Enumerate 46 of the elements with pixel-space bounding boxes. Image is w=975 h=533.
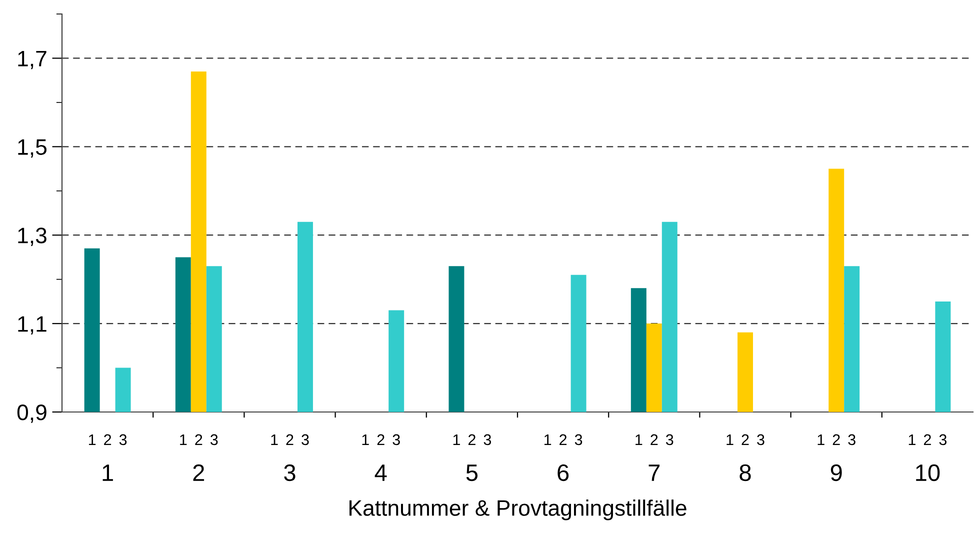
category-label: 2 <box>560 434 567 445</box>
category-label: 3 <box>848 434 856 446</box>
category-label: 3 <box>939 434 947 446</box>
x-tick-label: 6 <box>558 464 569 482</box>
category-label: 3 <box>392 434 400 446</box>
category-label: 1 <box>726 434 734 445</box>
category-label: 2 <box>468 434 476 445</box>
x-tick-label: 8 <box>740 464 751 482</box>
x-tick-label: 3 <box>284 464 296 482</box>
category-label: 3 <box>574 434 582 446</box>
category-label: 2 <box>924 434 931 445</box>
x-tick-label: 2 <box>193 464 204 481</box>
category-label: 3 <box>757 434 764 446</box>
category-label: 1 <box>818 434 824 445</box>
category-label: 1 <box>908 434 916 445</box>
x-tick-label: 10 <box>916 464 940 482</box>
x-axis-title: Kattnummer & Provtagningstillfälle <box>350 500 686 520</box>
series-label: 3 <box>119 434 127 446</box>
category-label: 2 <box>832 434 840 445</box>
y-tick-label: 1,1 <box>18 316 46 334</box>
category-label: 3 <box>666 434 674 446</box>
x-tick-label: 9 <box>830 464 842 482</box>
category-label: 1 <box>271 434 278 445</box>
category-label: 2 <box>377 434 384 445</box>
category-label: 1 <box>453 434 460 445</box>
category-label: 1 <box>636 434 642 445</box>
x-tick-label: 5 <box>466 464 478 482</box>
x-tick-label: 1 <box>102 464 113 481</box>
y-tick-label: 1,7 <box>18 50 46 70</box>
y-tick-label: 1,3 <box>18 228 46 246</box>
category-label: 3 <box>484 434 492 446</box>
category-label: 2 <box>286 434 294 445</box>
x-tick-label: 4 <box>374 464 387 481</box>
series-label: 1 <box>88 434 96 445</box>
text: 3 <box>210 434 218 446</box>
category-label: 1 <box>544 434 552 445</box>
category-label: 1 <box>362 434 369 445</box>
category-label: 2 <box>104 434 112 445</box>
y-tick-label: 1,5 <box>18 139 46 158</box>
series-label: 2 <box>195 434 202 445</box>
category-label: 3 <box>302 434 309 446</box>
text: 1 <box>180 434 187 445</box>
x-tick-label: 7 <box>648 464 660 481</box>
category-label: 2 <box>742 434 749 445</box>
category-label: 2 <box>650 434 658 445</box>
y-tick-label: 0,9 <box>17 404 46 423</box>
